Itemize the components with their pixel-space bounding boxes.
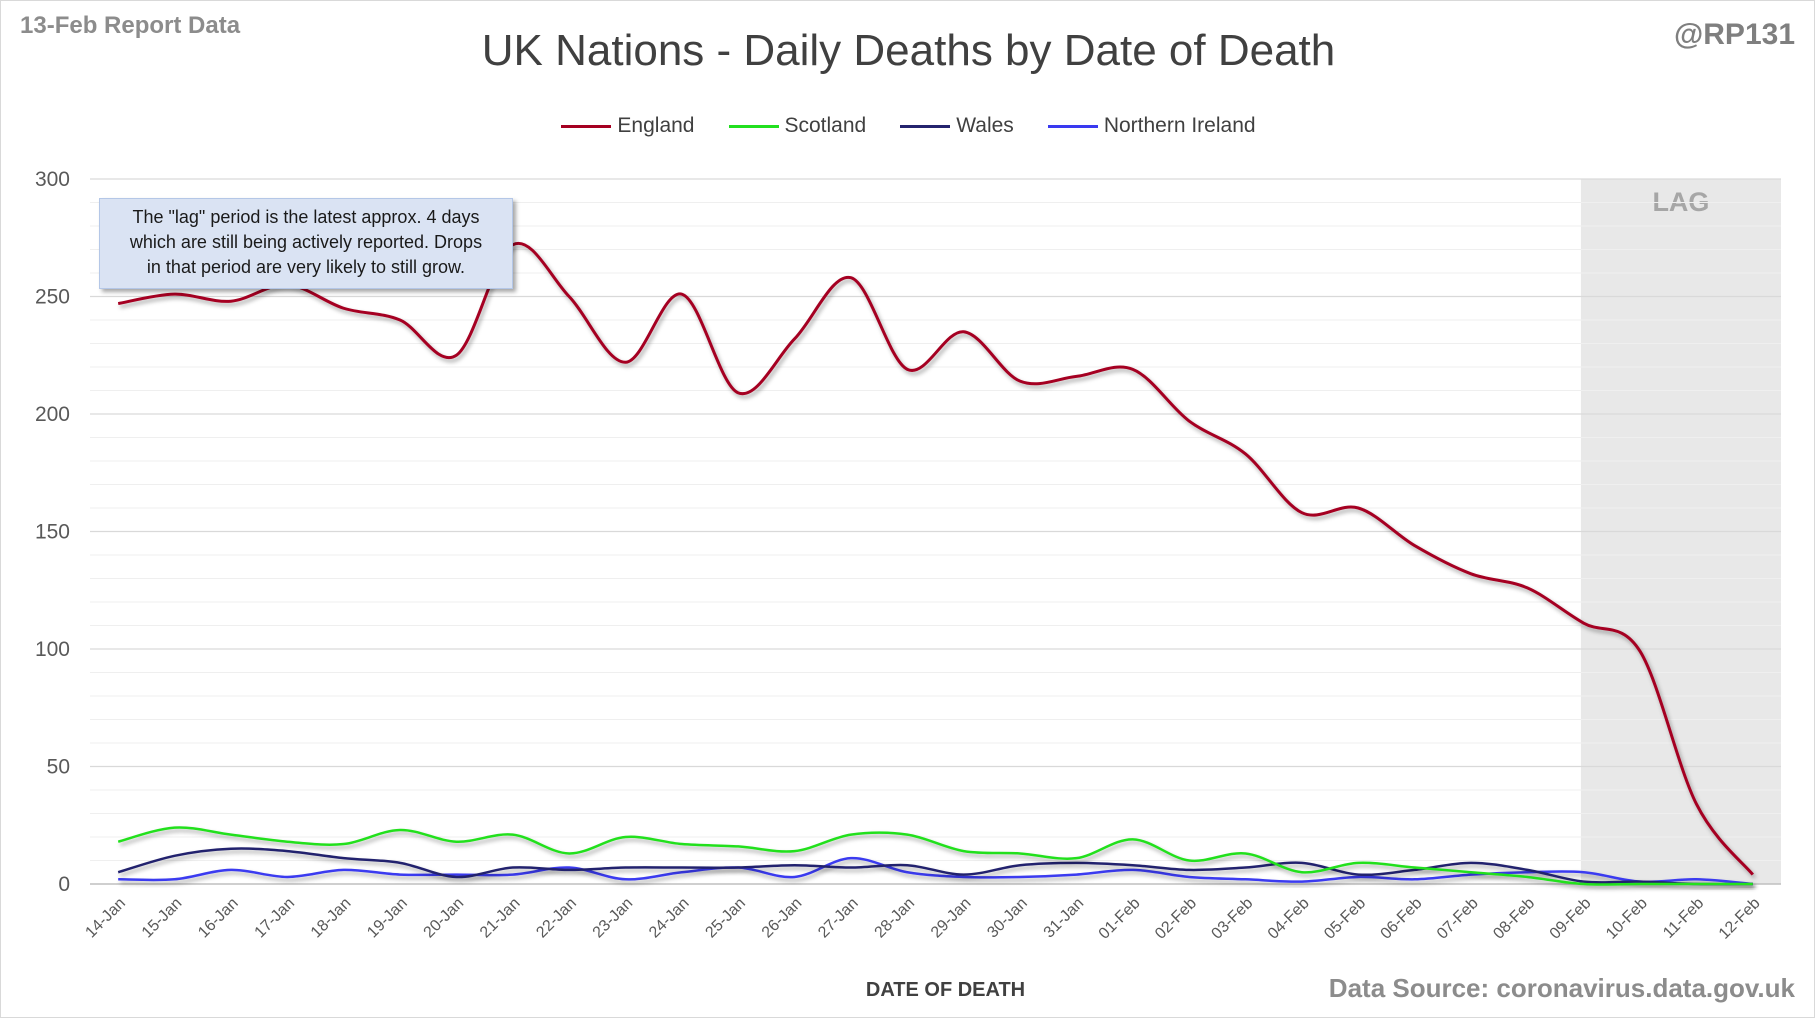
- x-tick-label: 26-Jan: [759, 895, 806, 942]
- series-line-wales: [117, 847, 1753, 886]
- x-tick-label: 02-Feb: [1152, 895, 1200, 943]
- chart-legend: England Scotland Wales Northern Ireland: [0, 114, 1817, 138]
- x-tick-label: 29-Jan: [928, 895, 975, 942]
- series-line-england: [117, 241, 1754, 876]
- legend-item-scotland: Scotland: [728, 114, 867, 138]
- x-tick-label: 04-Feb: [1265, 895, 1313, 943]
- x-tick-label: 21-Jan: [477, 895, 524, 942]
- x-tick-label: 31-Jan: [1041, 895, 1088, 942]
- legend-item-wales: Wales: [900, 114, 1014, 138]
- x-tick-label: 22-Jan: [533, 895, 580, 942]
- legend-label-wales: Wales: [956, 114, 1014, 137]
- series-line-northern-ireland: [118, 856, 1753, 886]
- legend-swatch-wales: [900, 124, 951, 128]
- x-tick-label: 30-Jan: [984, 895, 1031, 942]
- x-tick-label: 05-Feb: [1321, 895, 1369, 943]
- annotation-line: in that period are very likely to still …: [146, 257, 466, 277]
- x-tick-label: 15-Jan: [139, 895, 186, 942]
- x-tick-label: 12-Feb: [1716, 895, 1764, 943]
- y-tick-label: 150: [35, 521, 70, 544]
- y-tick-label: 50: [47, 756, 70, 779]
- lag-annotation-box: The "lag" period is the latest approx. 4…: [99, 198, 513, 289]
- legend-label-scotland: Scotland: [784, 114, 867, 137]
- x-tick-label: 11-Feb: [1660, 895, 1707, 942]
- legend-swatch-northern-ireland: [1047, 124, 1098, 128]
- x-tick-label: 24-Jan: [646, 895, 693, 942]
- author-handle: @RP131: [1674, 18, 1795, 51]
- report-date-label: 13-Feb Report Data: [20, 12, 241, 39]
- legend-item-england: England: [561, 114, 695, 138]
- y-tick-label: 250: [35, 286, 70, 309]
- x-tick-label: 03-Feb: [1208, 895, 1256, 943]
- legend-label-northern-ireland: Northern Ireland: [1103, 114, 1256, 137]
- x-tick-label: 23-Jan: [590, 895, 637, 942]
- x-tick-label: 09-Feb: [1547, 895, 1595, 943]
- legend-label-england: England: [617, 114, 695, 137]
- legend-item-northern-ireland: Northern Ireland: [1047, 114, 1256, 138]
- x-tick-label: 07-Feb: [1434, 895, 1482, 943]
- x-tick-label: 28-Jan: [872, 895, 919, 942]
- x-axis-title: DATE OF DEATH: [866, 979, 1025, 1001]
- series-line-scotland: [117, 826, 1753, 886]
- x-tick-label: 16-Jan: [195, 895, 242, 942]
- y-tick-label: 300: [35, 168, 70, 191]
- legend-swatch-england: [561, 124, 612, 128]
- x-tick-label: 14-Jan: [82, 895, 129, 942]
- y-tick-label: 100: [35, 638, 70, 661]
- legend-swatch-scotland: [728, 124, 779, 128]
- chart-title: UK Nations - Daily Deaths by Date of Dea…: [481, 26, 1336, 75]
- y-tick-label: 0: [58, 873, 70, 896]
- x-tick-label: 06-Feb: [1378, 895, 1426, 943]
- x-tick-label: 20-Jan: [421, 895, 468, 942]
- annotation-line: The "lag" period is the latest approx. 4…: [132, 207, 480, 227]
- y-tick-label: 200: [35, 403, 70, 426]
- x-tick-label: 27-Jan: [815, 895, 862, 942]
- x-tick-label: 08-Feb: [1490, 895, 1538, 943]
- x-tick-label: 10-Feb: [1603, 895, 1651, 943]
- x-tick-label: 17-Jan: [251, 895, 298, 942]
- annotation-line: which are still being actively reported.…: [129, 232, 483, 252]
- x-tick-label: 18-Jan: [308, 895, 355, 942]
- x-tick-label: 01-Feb: [1096, 895, 1144, 943]
- x-tick-label: 25-Jan: [702, 895, 749, 942]
- x-tick-label: 19-Jan: [364, 895, 411, 942]
- data-source-label: Data Source: coronavirus.data.gov.uk: [1328, 973, 1795, 1003]
